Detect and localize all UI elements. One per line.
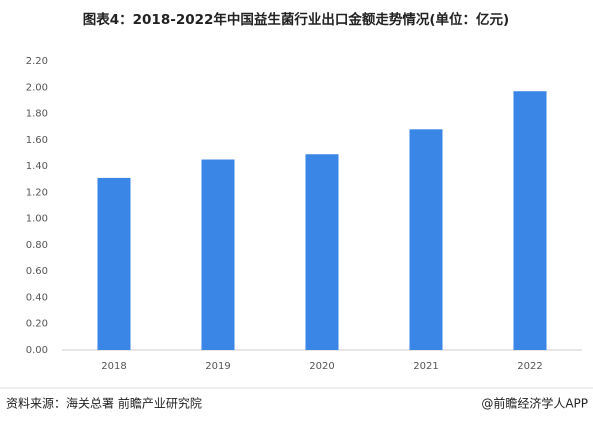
y-tick-label: 0.00 (26, 345, 48, 356)
y-tick-label: 1.40 (26, 161, 48, 172)
x-tick-label: 2018 (101, 361, 126, 372)
bar (305, 154, 339, 350)
bar (201, 159, 235, 350)
y-tick-label: 1.80 (26, 109, 48, 120)
chart-title: 图表4：2018-2022年中国益生菌行业出口金额走势情况(单位：亿元) (83, 11, 509, 28)
bar (513, 91, 547, 351)
bar (409, 129, 443, 350)
y-tick-label: 0.60 (26, 266, 48, 277)
x-tick-label: 2019 (205, 361, 230, 372)
y-tick-label: 1.60 (26, 135, 48, 146)
y-tick-label: 0.20 (26, 319, 48, 330)
x-tick-label: 2022 (517, 361, 542, 372)
credit: @前瞻经济学人APP (481, 396, 588, 411)
y-tick-label: 1.20 (26, 187, 48, 198)
x-tick-label: 2021 (413, 361, 438, 372)
y-tick-label: 2.00 (26, 82, 48, 93)
y-tick-label: 0.80 (26, 240, 48, 251)
y-tick-label: 0.40 (26, 292, 48, 303)
source: 资料来源：海关总署 前瞻产业研究院 (6, 396, 202, 411)
y-tick-label: 2.20 (26, 56, 48, 67)
bar (97, 177, 131, 350)
y-tick-label: 1.00 (26, 214, 48, 225)
x-tick-label: 2020 (309, 361, 334, 372)
